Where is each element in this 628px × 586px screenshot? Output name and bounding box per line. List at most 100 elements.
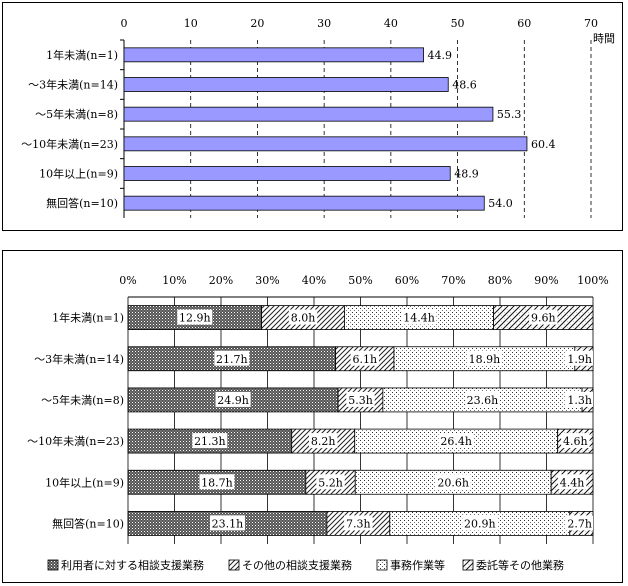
data-label-bg — [462, 515, 498, 531]
category-label: ～3年未満(n=14) — [34, 352, 124, 366]
data-label: 14.4h — [403, 312, 435, 325]
data-label: 5.3h — [348, 394, 373, 407]
bar — [123, 136, 528, 152]
data-label: 1.9h — [567, 353, 592, 366]
bar — [123, 166, 451, 181]
data-label-bg — [466, 350, 502, 366]
data-label-bg — [564, 391, 593, 407]
data-label: 12.9h — [179, 312, 211, 325]
category-label: 10年以上(n=9) — [45, 475, 124, 489]
data-label: 18.9h — [469, 353, 501, 366]
data-label-bg — [215, 391, 251, 407]
data-label-bg — [344, 515, 373, 531]
data-label: 48.6 — [452, 79, 477, 92]
data-label-bg — [199, 474, 235, 490]
bar — [123, 195, 485, 211]
data-label-bg — [564, 515, 593, 531]
data-label: 4.6h — [563, 435, 588, 448]
data-label: 55.3 — [497, 108, 522, 121]
data-label-bg — [309, 433, 338, 449]
legend-label-other-consultation: その他の相談支援業務 — [242, 558, 352, 572]
category-label: 10年以上(n=9) — [39, 167, 118, 181]
x-tick-label: 20% — [209, 274, 233, 287]
category-label: ～3年未満(n=14) — [28, 78, 118, 92]
data-label-bg — [464, 391, 500, 407]
legend-label-contract-work: 委託等その他業務 — [476, 558, 564, 572]
data-label: 23.6h — [467, 394, 499, 407]
data-label: 7.3h — [346, 517, 371, 530]
data-label: 9.6h — [531, 312, 556, 325]
x-tick-label: 70 — [584, 17, 598, 30]
x-tick-label: 60% — [395, 274, 419, 287]
data-label-bg — [435, 474, 471, 490]
x-tick-label: 20 — [250, 17, 264, 30]
category-label: 無回答(n=10) — [46, 196, 118, 210]
data-label-bg — [401, 309, 437, 325]
category-label: ～10年未満(n=23) — [21, 137, 118, 151]
x-tick-label: 0 — [121, 17, 128, 30]
x-tick-label: 40 — [384, 17, 398, 30]
x-tick-label: 70% — [441, 274, 465, 287]
data-label: 8.2h — [311, 435, 336, 448]
data-label: 8.0h — [291, 312, 316, 325]
category-label: ～5年未満(n=8) — [35, 107, 118, 121]
x-tick-label: 100% — [577, 274, 608, 287]
top-bar-chart: 0 10 20 30 40 50 60 70 時間 1年未満(n=1) 44.9 ～3年未満(n=14… — [21, 17, 615, 218]
data-label: 6.1h — [353, 353, 378, 366]
data-label: 48.9 — [454, 168, 479, 181]
x-tick-label: 50% — [348, 274, 372, 287]
bar — [123, 47, 424, 63]
data-label: 4.4h — [560, 476, 585, 489]
x-tick-label: 0% — [119, 274, 136, 287]
data-label: 26.4h — [440, 435, 472, 448]
data-label: 23.1h — [212, 517, 244, 530]
data-label-bg — [209, 515, 245, 531]
data-label: 24.9h — [217, 394, 249, 407]
stacked-segment — [344, 305, 494, 330]
x-tick-label: 10% — [162, 274, 186, 287]
legend-swatch-consultation-icon — [47, 559, 59, 571]
legend-label-office-work: 事務作業等 — [390, 558, 445, 572]
data-label-bg — [561, 433, 590, 449]
data-label-bg — [350, 350, 380, 366]
data-label-bg — [192, 433, 228, 449]
data-label-bg — [438, 433, 474, 449]
x-tick-label: 80% — [488, 274, 512, 287]
bar — [123, 77, 449, 92]
data-label: 54.0 — [488, 197, 513, 210]
legend-swatch-contract-work-icon — [462, 559, 474, 571]
x-tick-label: 40% — [302, 274, 326, 287]
data-label: 20.6h — [437, 476, 469, 489]
x-tick-label: 30% — [255, 274, 279, 287]
data-label: 20.9h — [464, 517, 496, 530]
legend-swatch-office-work-icon — [376, 559, 388, 571]
data-label: 18.7h — [201, 476, 233, 489]
legend: 利用者に対する相談支援業務 その他の相談支援業務 事務作業等 委託等その他業務 — [47, 558, 564, 572]
data-label-bg — [288, 309, 318, 325]
data-label-bg — [316, 474, 345, 490]
bottom-stacked-chart: 0% 10% 20% 30% 40% 50% 60% 70% 80% 90% 100% 1年未満(n=… — [27, 274, 609, 544]
x-tick-label: 50 — [451, 17, 465, 30]
data-label-bg — [557, 474, 587, 490]
data-label: 1.3h — [567, 394, 592, 407]
x-tick-label: 90% — [534, 274, 558, 287]
data-label-bg — [529, 309, 558, 325]
category-label: 1年未満(n=1) — [52, 311, 124, 325]
category-label: 無回答(n=10) — [52, 516, 124, 530]
x-tick-label: 60 — [517, 17, 531, 30]
data-label: 2.7h — [567, 517, 592, 530]
data-label-bg — [564, 350, 593, 366]
data-label: 5.2h — [318, 476, 343, 489]
x-tick-label: 10 — [184, 17, 198, 30]
data-label-bg — [177, 309, 213, 325]
data-label: 21.3h — [194, 435, 226, 448]
data-label-bg — [346, 391, 375, 407]
data-label: 60.4 — [531, 138, 556, 151]
legend-label-consultation: 利用者に対する相談支援業務 — [61, 558, 204, 572]
category-label: ～5年未満(n=8) — [41, 393, 124, 407]
x-tick-label: 30 — [317, 17, 331, 30]
data-label-bg — [214, 350, 250, 366]
legend-swatch-other-consultation-icon — [228, 559, 240, 571]
category-label: 1年未満(n=1) — [46, 48, 118, 62]
